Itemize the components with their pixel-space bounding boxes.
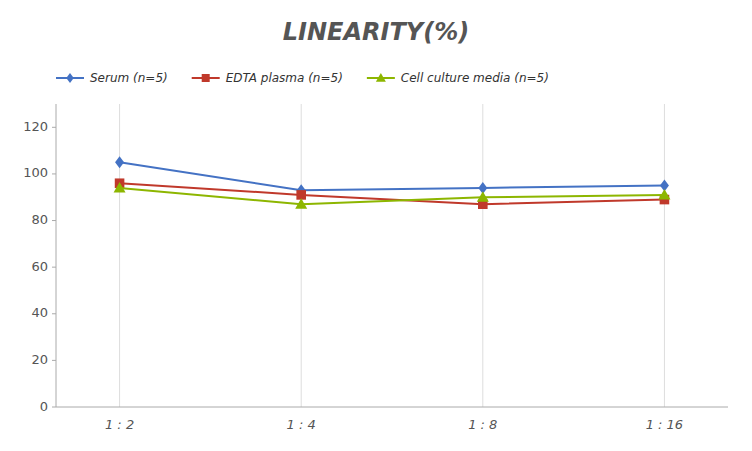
x-axis-line <box>56 407 728 408</box>
point <box>477 191 489 202</box>
series <box>115 156 669 196</box>
legend-item: EDTA plasma (n=5) <box>192 71 343 85</box>
title: LINEARITY(%) <box>283 18 469 46</box>
legend-marker <box>66 73 74 83</box>
grid-line <box>301 104 302 407</box>
legend-item: Serum (n=5) <box>56 71 168 85</box>
y-tick-label: 40 <box>31 305 48 320</box>
series-line <box>120 188 665 204</box>
y-tick <box>52 407 56 408</box>
chart: LINEARITY(%) 0 20 40 60 80 100 120 1 : 2 1 : 4 1 :… <box>0 0 752 451</box>
y-tick-label: 80 <box>31 212 48 227</box>
y-tick-label: 100 <box>23 165 48 180</box>
y-tick <box>52 173 56 174</box>
y-tick <box>52 360 56 361</box>
y-axis-line <box>56 104 57 407</box>
legend-item: Cell culture media (n=5) <box>367 71 549 85</box>
legend-label: Cell culture media (n=5) <box>401 71 549 85</box>
grid-line <box>482 104 483 407</box>
background <box>0 0 752 451</box>
legend-marker <box>376 73 386 82</box>
point <box>114 182 126 193</box>
legend-label: Serum (n=5) <box>90 71 168 85</box>
y-tick-label: 0 <box>40 399 48 414</box>
grid <box>120 104 665 407</box>
grid-line <box>664 104 665 407</box>
y-tick <box>52 220 56 221</box>
legend-label: EDTA plasma (n=5) <box>226 71 343 85</box>
point <box>295 198 307 209</box>
point <box>115 156 124 168</box>
x-tick-label: 1 : 8 <box>468 417 497 432</box>
y-tick <box>52 127 56 128</box>
y-tick-label: 60 <box>31 259 48 274</box>
plot-area <box>114 156 671 209</box>
grid-line <box>119 104 120 407</box>
legend: Serum (n=5) EDTA plasma (n=5) Cell culture… <box>56 71 549 85</box>
point <box>658 189 670 200</box>
series-line <box>120 162 665 190</box>
x-tick-label: 1 : 16 <box>646 417 683 432</box>
legend-marker <box>202 74 210 82</box>
x-tick-label: 1 : 4 <box>287 417 316 432</box>
y-tick <box>52 313 56 314</box>
series-line <box>120 183 665 204</box>
y-tick-label: 20 <box>31 352 48 367</box>
y-tick-label: 120 <box>23 119 48 134</box>
series <box>114 182 671 209</box>
x-tick-label: 1 : 2 <box>105 417 134 432</box>
y-tick <box>52 267 56 268</box>
series <box>115 178 669 209</box>
